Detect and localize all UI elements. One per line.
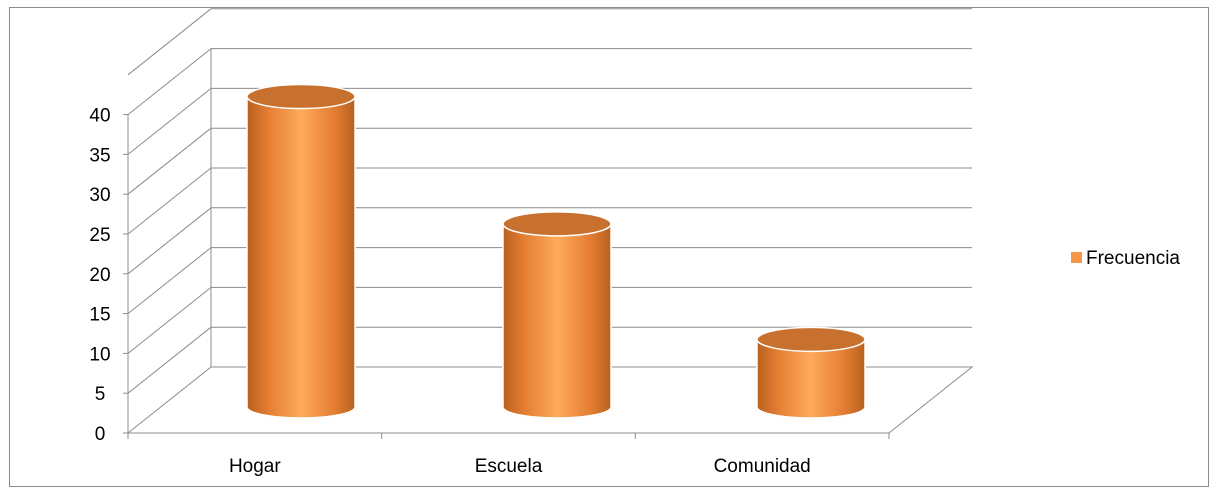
gridline-side <box>127 88 212 155</box>
gridline-side <box>127 8 212 76</box>
chart-svg: 0 5 10 15 20 25 30 35 40 Hogar Escuela Comunidad F… <box>89 8 1180 477</box>
x-tick-label: Escuela <box>475 456 543 477</box>
y-tick-label: 5 <box>95 384 106 405</box>
bar-body <box>502 223 612 419</box>
bar-body <box>246 96 356 419</box>
bar-hogar <box>246 83 356 419</box>
y-tick-label: 40 <box>89 106 110 127</box>
gridline-side <box>127 326 212 394</box>
chart-frame: 0 5 10 15 20 25 30 35 40 Hogar Escuela Comunidad F… <box>9 7 1209 487</box>
bar-top <box>502 211 612 237</box>
bars <box>246 83 866 419</box>
gridline-side <box>127 207 212 275</box>
x-tick-label: Comunidad <box>714 456 811 477</box>
legend-swatch <box>1071 252 1082 263</box>
y-tick-label: 10 <box>89 344 110 365</box>
gridline-side <box>127 287 212 354</box>
gridline-side <box>127 127 212 195</box>
legend: Frecuencia <box>1071 248 1180 269</box>
y-tick-label: 30 <box>89 185 110 206</box>
y-tick-label: 35 <box>89 145 110 166</box>
y-tick-label: 25 <box>89 225 110 246</box>
legend-label: Frecuencia <box>1086 248 1180 269</box>
bar-comunidad <box>756 326 866 419</box>
floor-side-edge <box>127 366 212 434</box>
gridline-side <box>127 247 212 314</box>
y-tick-label: 20 <box>89 265 110 286</box>
gridline-side <box>127 167 212 235</box>
x-axis: Hogar Escuela Comunidad <box>127 433 890 477</box>
bar-top <box>246 83 356 110</box>
y-tick-label: 15 <box>89 305 110 326</box>
bar-escuela <box>502 211 612 419</box>
gridline-side <box>127 48 212 115</box>
bar-top <box>756 326 866 353</box>
x-tick-label: Hogar <box>229 456 281 477</box>
y-axis: 0 5 10 15 20 25 30 35 40 <box>89 106 128 445</box>
y-tick-label: 0 <box>95 424 106 445</box>
